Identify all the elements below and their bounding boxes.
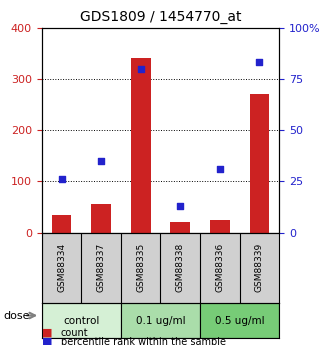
Text: ■: ■ [42,337,52,345]
Point [59,177,64,182]
Bar [210,220,230,233]
Bar [91,205,111,233]
Text: dose: dose [3,311,30,321]
Point [257,60,262,65]
Bar [131,58,151,233]
Bar [52,215,71,233]
Point [138,66,143,71]
FancyBboxPatch shape [200,303,279,338]
FancyBboxPatch shape [42,303,121,338]
Point [178,203,183,209]
Text: GSM88336: GSM88336 [215,243,224,293]
Bar [249,94,269,233]
Bar [170,223,190,233]
Text: GSM88338: GSM88338 [176,243,185,293]
Text: 0.5 ug/ml: 0.5 ug/ml [215,316,265,326]
Text: GDS1809 / 1454770_at: GDS1809 / 1454770_at [80,10,241,24]
Text: ■: ■ [42,328,52,338]
Point [217,166,222,172]
Text: GSM88337: GSM88337 [97,243,106,293]
Text: control: control [63,316,100,326]
Text: GSM88339: GSM88339 [255,243,264,293]
Point [99,158,104,164]
Text: percentile rank within the sample: percentile rank within the sample [61,337,226,345]
Text: GSM88335: GSM88335 [136,243,145,293]
Text: count: count [61,328,89,338]
Text: GSM88334: GSM88334 [57,243,66,292]
Text: 0.1 ug/ml: 0.1 ug/ml [136,316,185,326]
FancyBboxPatch shape [121,303,200,338]
